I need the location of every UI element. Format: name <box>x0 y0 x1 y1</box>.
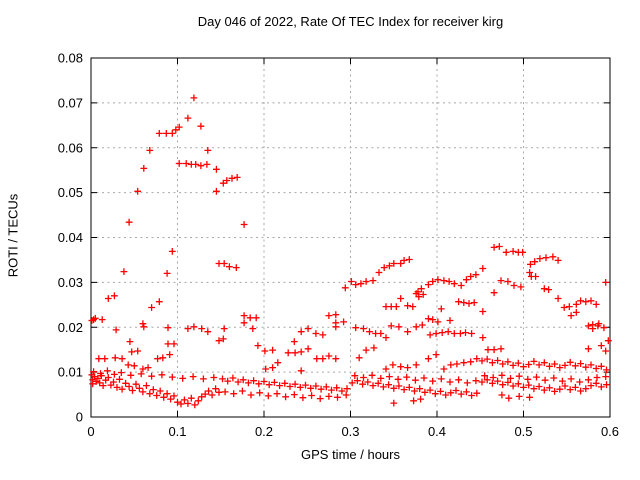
y-tick-label: 0.02 <box>58 320 83 335</box>
y-tick-label: 0.08 <box>58 51 83 66</box>
y-tick-label: 0.06 <box>58 140 83 155</box>
x-tick-label: 0.6 <box>601 424 619 439</box>
y-tick-label: 0.01 <box>58 365 83 380</box>
x-tick-label: 0.2 <box>255 424 273 439</box>
chart-title: Day 046 of 2022, Rate Of TEC Index for r… <box>197 14 504 29</box>
data-points <box>88 94 612 409</box>
y-tick-label: 0.05 <box>58 185 83 200</box>
y-tick-label: 0.04 <box>58 230 83 245</box>
x-tick-label: 0.5 <box>514 424 532 439</box>
x-tick-label: 0.1 <box>168 424 186 439</box>
x-tick-label: 0.4 <box>428 424 446 439</box>
x-tick-label: 0 <box>87 424 94 439</box>
x-tick-label: 0.3 <box>341 424 359 439</box>
y-tick-label: 0.03 <box>58 275 83 290</box>
y-tick-label: 0 <box>76 410 83 425</box>
x-axis-label: GPS time / hours <box>301 447 400 462</box>
y-tick-label: 0.07 <box>58 95 83 110</box>
